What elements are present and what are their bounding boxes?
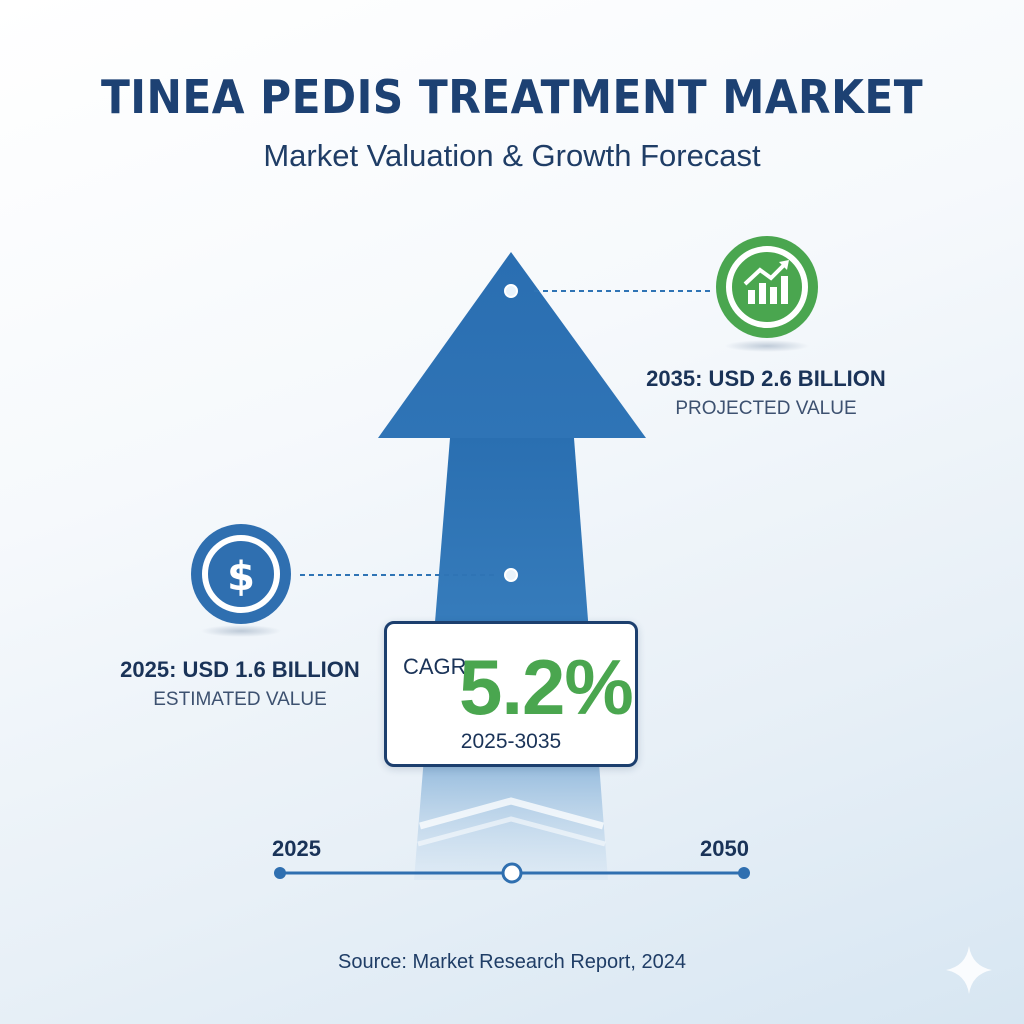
- growth-arrow: [378, 252, 646, 880]
- timeline-center-marker: [501, 862, 523, 884]
- projected-value: 2035: USD 2.6 BILLION: [646, 366, 886, 391]
- arrow-top-marker: [504, 284, 518, 298]
- timeline-start-label: 2025: [272, 836, 321, 861]
- source-note: Source: Market Research Report, 2024: [338, 951, 686, 973]
- svg-text:$: $: [227, 554, 255, 600]
- dollar-icon: $: [191, 524, 291, 624]
- timeline-end-label: 2050: [700, 836, 749, 861]
- arrow-mid-marker: [504, 568, 518, 582]
- growth-chart-icon: [716, 236, 818, 338]
- timeline-end-marker: [738, 867, 750, 879]
- page-subtitle: Market Valuation & Growth Forecast: [263, 138, 761, 173]
- cagr-value: 5.2%: [459, 643, 634, 731]
- page-title: TINEA PEDIS TREATMENT MARKET: [100, 70, 924, 124]
- cagr-card: CAGR: 5.2% 2025-3035: [384, 621, 638, 767]
- cagr-label: CAGR:: [403, 654, 473, 679]
- estimated-caption: ESTIMATED VALUE: [153, 689, 327, 710]
- cagr-period: 2025-3035: [460, 730, 562, 753]
- projected-caption: PROJECTED VALUE: [675, 398, 857, 419]
- estimated-value: 2025: USD 1.6 BILLION: [120, 657, 360, 682]
- timeline-start-marker: [274, 867, 286, 879]
- sparkle-icon: [946, 946, 992, 994]
- timeline: [274, 862, 750, 884]
